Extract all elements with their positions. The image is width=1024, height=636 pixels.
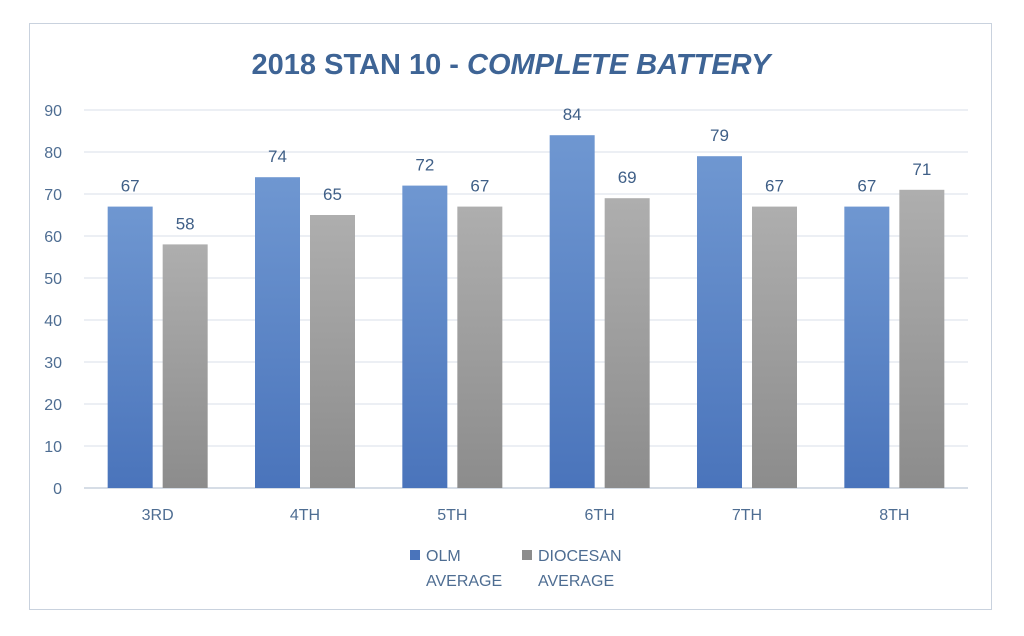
data-label: 67 <box>470 177 489 196</box>
y-tick-label: 50 <box>44 271 62 288</box>
data-label: 58 <box>176 214 195 233</box>
bar-olm-6th <box>549 135 595 488</box>
x-tick-label: 5TH <box>437 507 467 524</box>
data-labels: 67 58 74 65 72 67 84 69 79 67 67 71 <box>121 105 932 233</box>
legend-label: OLM <box>426 548 461 565</box>
chart-title: 2018 STAN 10 - COMPLETE BATTERY <box>252 49 774 81</box>
data-label: 79 <box>710 126 729 145</box>
data-label: 72 <box>415 156 434 175</box>
x-tick-label: 4TH <box>290 507 320 524</box>
gridlines <box>84 109 968 489</box>
bar-olm-5th <box>402 185 448 488</box>
legend-swatch-diocesan <box>522 550 532 560</box>
y-tick-label: 90 <box>44 103 62 120</box>
bar-olm-3rd <box>107 206 153 488</box>
y-axis-tick-labels: 0 10 20 30 40 50 60 70 80 90 <box>44 103 62 498</box>
y-tick-label: 30 <box>44 355 62 372</box>
bar-diocesan-7th <box>752 206 797 488</box>
y-tick-label: 70 <box>44 187 62 204</box>
data-label: 74 <box>268 147 287 166</box>
legend: OLM AVERAGE DIOCESAN AVERAGE <box>410 548 622 590</box>
bar-diocesan-6th <box>604 198 650 488</box>
bar-olm-7th <box>697 156 742 488</box>
bar-olm-8th <box>844 206 890 488</box>
legend-swatch-olm <box>410 550 420 560</box>
data-label: 67 <box>121 177 140 196</box>
bar-diocesan-8th <box>899 189 945 489</box>
data-label: 67 <box>857 177 876 196</box>
x-tick-label: 3RD <box>142 507 174 524</box>
bar-diocesan-3rd <box>162 244 208 488</box>
y-tick-label: 80 <box>44 145 62 162</box>
data-label: 69 <box>618 168 637 187</box>
x-tick-label: 8TH <box>879 507 909 524</box>
chart-title-italic: COMPLETE BATTERY <box>467 49 773 81</box>
bar-diocesan-5th <box>457 206 503 488</box>
bar-olm-4th <box>255 177 300 488</box>
data-label: 65 <box>323 185 342 204</box>
x-tick-label: 7TH <box>732 507 762 524</box>
bars <box>107 135 945 489</box>
x-axis-tick-labels: 3RD 4TH 5TH 6TH 7TH 8TH <box>142 507 910 524</box>
bar-diocesan-4th <box>310 215 355 488</box>
y-tick-label: 10 <box>44 439 62 456</box>
y-tick-label: 0 <box>53 481 62 498</box>
legend-label: AVERAGE <box>538 573 614 590</box>
y-tick-label: 40 <box>44 313 62 330</box>
y-tick-label: 60 <box>44 229 62 246</box>
legend-label: AVERAGE <box>426 573 502 590</box>
legend-label: DIOCESAN <box>538 548 622 565</box>
y-tick-label: 20 <box>44 397 62 414</box>
data-label: 71 <box>912 160 931 179</box>
x-tick-label: 6TH <box>585 507 615 524</box>
chart-title-main: 2018 STAN 10 - <box>252 49 467 81</box>
data-label: 84 <box>563 105 582 124</box>
data-label: 67 <box>765 177 784 196</box>
